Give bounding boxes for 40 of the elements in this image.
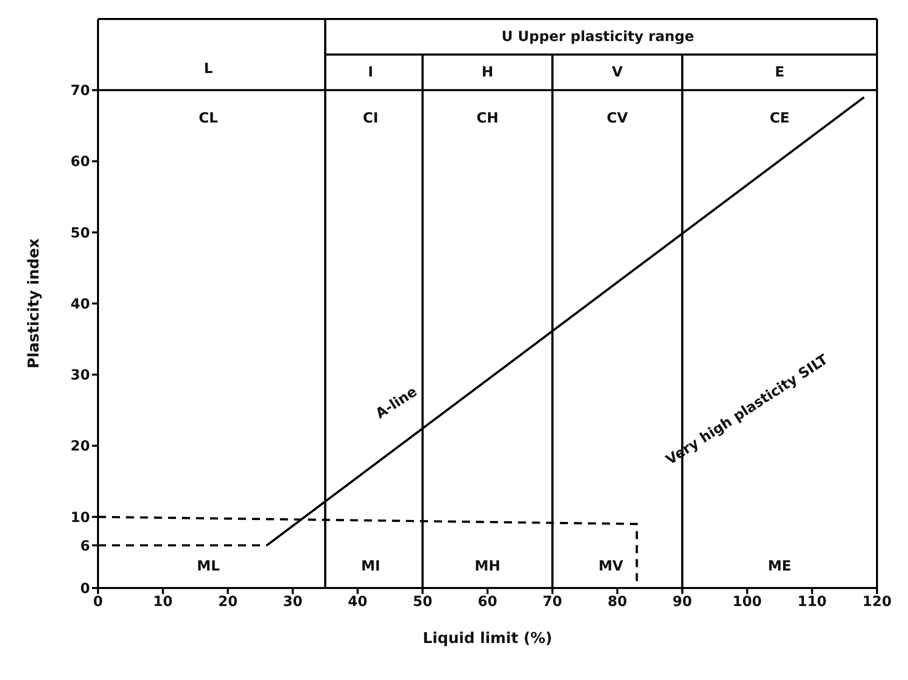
annotation: U Upper plasticity range <box>502 28 694 45</box>
annotation: MV <box>598 558 624 575</box>
x-tick-label: 80 <box>608 594 628 610</box>
y-tick-label: 60 <box>70 154 90 170</box>
x-tick-label: 30 <box>283 594 303 610</box>
annotation: ML <box>196 558 220 575</box>
x-tick-label: 110 <box>797 594 827 610</box>
y-tick-label: 0 <box>80 580 90 597</box>
y-tick-label: 70 <box>70 83 90 100</box>
annotation: ME <box>768 558 792 575</box>
y-axis-title: Plasticity index <box>24 238 42 369</box>
y-tick-label: 50 <box>70 225 90 242</box>
x-tick-label: 60 <box>478 594 498 610</box>
annotation: E <box>774 64 784 80</box>
x-axis-title: Liquid limit (%) <box>422 629 552 647</box>
x-tick-label: 90 <box>672 594 692 610</box>
annotation: MH <box>474 558 500 575</box>
annotation: V <box>612 64 623 80</box>
x-tick-label: 40 <box>348 594 368 610</box>
annotation: L <box>204 60 213 77</box>
annotation: CV <box>606 110 628 127</box>
y-tick-label: 40 <box>70 296 90 312</box>
y-tick-label: 10 <box>70 510 90 526</box>
x-tick-label: 20 <box>218 594 238 610</box>
annotation: MI <box>361 558 380 575</box>
annotation: CE <box>770 110 790 127</box>
annotation: CL <box>198 110 218 127</box>
y-tick-label: 6 <box>80 538 90 554</box>
y-tick-label: 20 <box>70 438 90 455</box>
annotation: H <box>482 64 494 80</box>
annotation: I <box>368 64 374 80</box>
annotation: CI <box>362 110 378 127</box>
x-tick-label: 70 <box>542 594 562 610</box>
x-tick-label: 10 <box>153 594 173 610</box>
x-tick-label: 0 <box>93 594 104 610</box>
annotation: CH <box>476 110 498 127</box>
x-tick-label: 50 <box>412 594 433 610</box>
x-tick-label: 120 <box>862 594 892 610</box>
x-tick-label: 100 <box>732 594 762 610</box>
y-tick-label: 30 <box>70 368 90 384</box>
